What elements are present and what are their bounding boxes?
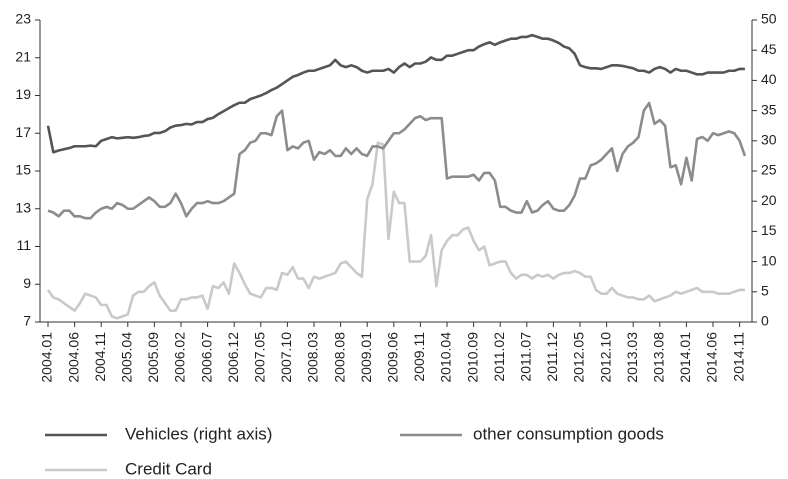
y-tick-label: 9 bbox=[23, 275, 31, 291]
series-line bbox=[46, 33, 745, 154]
x-tick-label: 2006.12 bbox=[225, 332, 241, 383]
x-tick-label: 2012.10 bbox=[597, 332, 613, 383]
legend-label: Credit Card bbox=[125, 459, 212, 478]
x-tick-label: 2011.07 bbox=[518, 332, 534, 382]
x-tick-label: 2009.01 bbox=[358, 332, 374, 383]
series-line bbox=[46, 141, 745, 320]
x-tick-label: 2010.04 bbox=[438, 332, 454, 383]
x-tick-label: 2013.03 bbox=[624, 332, 640, 383]
y2-tick-label: 10 bbox=[761, 252, 777, 268]
x-tick-label: 2008.03 bbox=[305, 332, 321, 383]
x-tick-label: 2005.09 bbox=[145, 332, 161, 383]
x-tick-label: 2004.06 bbox=[65, 332, 81, 383]
y2-tick-label: 50 bbox=[761, 11, 777, 27]
y2-tick-label: 20 bbox=[761, 192, 777, 208]
x-tick-label: 2007.05 bbox=[252, 332, 268, 383]
y-tick-label: 15 bbox=[15, 162, 31, 178]
y2-tick-label: 45 bbox=[761, 41, 777, 57]
y-tick-label: 23 bbox=[15, 11, 31, 27]
x-tick-label: 2011.12 bbox=[544, 332, 560, 382]
legend-label: other consumption goods bbox=[473, 424, 664, 443]
legend: Vehicles (right axis) other consumption g… bbox=[45, 424, 664, 478]
x-tick-label: 2004.11 bbox=[92, 332, 108, 382]
y2-tick-label: 35 bbox=[761, 101, 777, 117]
x-tick-label: 2013.08 bbox=[651, 332, 667, 383]
x-tick-label: 2010.09 bbox=[464, 332, 480, 383]
x-tick-label: 2014.06 bbox=[704, 332, 720, 383]
y-tick-label: 7 bbox=[23, 313, 31, 329]
x-tick-label: 2004.01 bbox=[39, 332, 55, 383]
y-tick-label: 19 bbox=[15, 86, 31, 102]
x-tick-label: 2014.11 bbox=[730, 332, 746, 382]
y2-tick-label: 5 bbox=[761, 283, 769, 299]
y-tick-label: 13 bbox=[15, 199, 31, 215]
y-tick-label: 17 bbox=[15, 124, 31, 140]
y2-tick-label: 40 bbox=[761, 71, 777, 87]
x-tick-label: 2005.04 bbox=[119, 332, 135, 383]
x-tick-label: 2012.05 bbox=[571, 332, 587, 383]
y-tick-label: 21 bbox=[15, 48, 31, 64]
x-tick-label: 2006.07 bbox=[198, 332, 214, 383]
y2-tick-label: 15 bbox=[761, 222, 777, 238]
y-tick-label: 11 bbox=[16, 237, 31, 253]
y2-tick-label: 30 bbox=[761, 132, 777, 148]
y2-tick-label: 0 bbox=[761, 313, 769, 329]
legend-label: Vehicles (right axis) bbox=[125, 424, 272, 443]
x-tick-label: 2007.10 bbox=[278, 332, 294, 383]
x-tick-label: 2006.02 bbox=[172, 332, 188, 383]
x-tick-label: 2014.01 bbox=[677, 332, 693, 383]
x-tick-label: 2011.02 bbox=[491, 332, 507, 382]
x-tick-label: 2009.06 bbox=[385, 332, 401, 383]
x-tick-label: 2008.08 bbox=[331, 332, 347, 383]
x-tick-label: 2009.11 bbox=[411, 332, 427, 382]
series-line bbox=[47, 101, 747, 220]
y2-tick-label: 25 bbox=[761, 162, 777, 178]
